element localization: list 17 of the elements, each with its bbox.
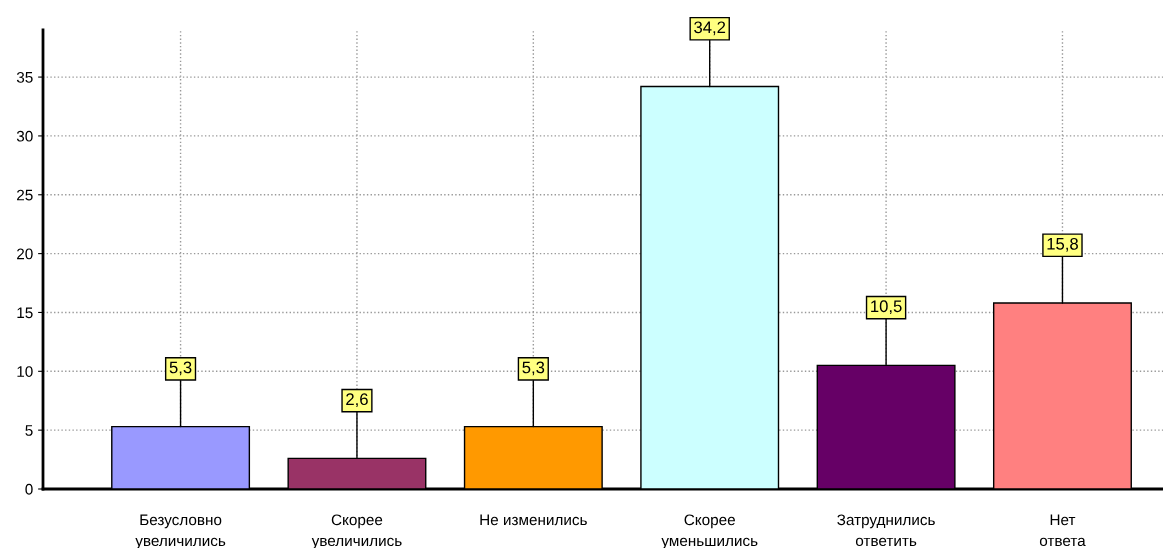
x-tick-label: Нет ответа xyxy=(1039,514,1086,547)
data-label: 2,6 xyxy=(346,393,368,408)
data-label: 5,3 xyxy=(169,361,192,376)
data-label: 5,3 xyxy=(522,361,545,376)
y-tick-label: 30 xyxy=(16,130,33,142)
y-tick-label: 0 xyxy=(25,483,33,495)
x-tick-label: Затруднились ответить xyxy=(837,514,935,547)
y-tick-label: 20 xyxy=(17,248,33,260)
y-tick-label: 15 xyxy=(17,307,33,319)
y-tick-label: 25 xyxy=(17,189,33,201)
y-tick-label: 35 xyxy=(16,71,33,83)
y-tick-label: 5 xyxy=(25,425,33,436)
y-tick-label: 10 xyxy=(17,366,33,377)
data-label: 10,5 xyxy=(871,300,902,315)
data-label: 15,8 xyxy=(1047,237,1078,252)
x-tick-label: Не изменились xyxy=(480,514,587,526)
data-label: 34,2 xyxy=(694,21,726,36)
